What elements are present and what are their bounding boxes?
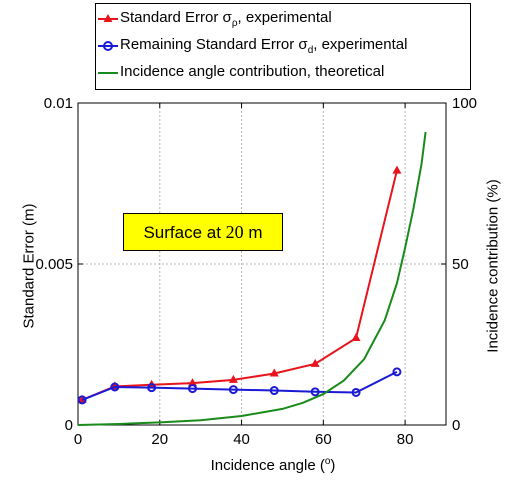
series-1-point [351, 387, 361, 397]
y-left-tick-label: 0.005 [35, 256, 73, 273]
y-right-tick-label: 0 [452, 417, 460, 434]
x-axis-title: Incidence angle (o) [210, 456, 336, 474]
series-1-point [392, 367, 402, 377]
series-line-0 [81, 170, 398, 401]
series-1-point [187, 384, 197, 394]
legend-swatch-green-line [98, 72, 118, 74]
x-tick-label: 0 [74, 431, 82, 448]
y-axis-left-title: Standard Error (m) [20, 203, 38, 329]
y-left-tick-label: 0.01 [44, 95, 73, 112]
series-1-point [110, 382, 120, 392]
x-tick-label: 80 [397, 431, 414, 448]
series-1-point [77, 395, 87, 405]
series-1-point [147, 383, 157, 393]
legend-entry-incidence-contribution: Incidence angle contribution, theoretica… [96, 61, 470, 85]
y-axis-right-title: Incidence contribution (%) [484, 179, 502, 353]
x-tick-label: 20 [151, 431, 168, 448]
legend-entry-remaining-error: Remaining Standard Error σd, experimenta… [96, 34, 470, 58]
y-right-tick-label: 50 [452, 256, 469, 273]
legend-label-remaining-error: Remaining Standard Error σd, experimenta… [120, 36, 408, 56]
series-1-point [269, 386, 279, 396]
series-line-1 [81, 371, 398, 401]
grid-lines [78, 103, 446, 425]
series-0-point [351, 333, 361, 342]
series-0-point [228, 374, 238, 383]
axis-ticks: 0 20 40 60 80 0 0.005 0.01 0 50 100 [35, 95, 477, 448]
series-1-point [228, 385, 238, 395]
surface-annotation: Surface at 20 m [123, 213, 283, 251]
series-layer [77, 131, 427, 426]
y-right-tick-label: 100 [452, 95, 477, 112]
legend: Standard Error σρ, experimental Remainin… [95, 3, 471, 90]
series-0-point [269, 368, 279, 377]
y-left-tick-label: 0 [65, 417, 73, 434]
legend-swatch-red-triangle [98, 14, 118, 22]
series-line-2 [77, 131, 427, 426]
legend-swatch-blue-circle [98, 41, 118, 51]
series-1-point [310, 387, 320, 397]
x-tick-label: 40 [233, 431, 250, 448]
series-0-point [310, 358, 320, 367]
legend-entry-standard-error: Standard Error σρ, experimental [96, 7, 470, 31]
legend-label-incidence-contribution: Incidence angle contribution, theoretica… [120, 63, 385, 80]
x-tick-label: 60 [315, 431, 332, 448]
series-0-point [187, 378, 197, 387]
series-0-point [392, 165, 402, 174]
legend-label-standard-error: Standard Error σρ, experimental [120, 9, 332, 29]
